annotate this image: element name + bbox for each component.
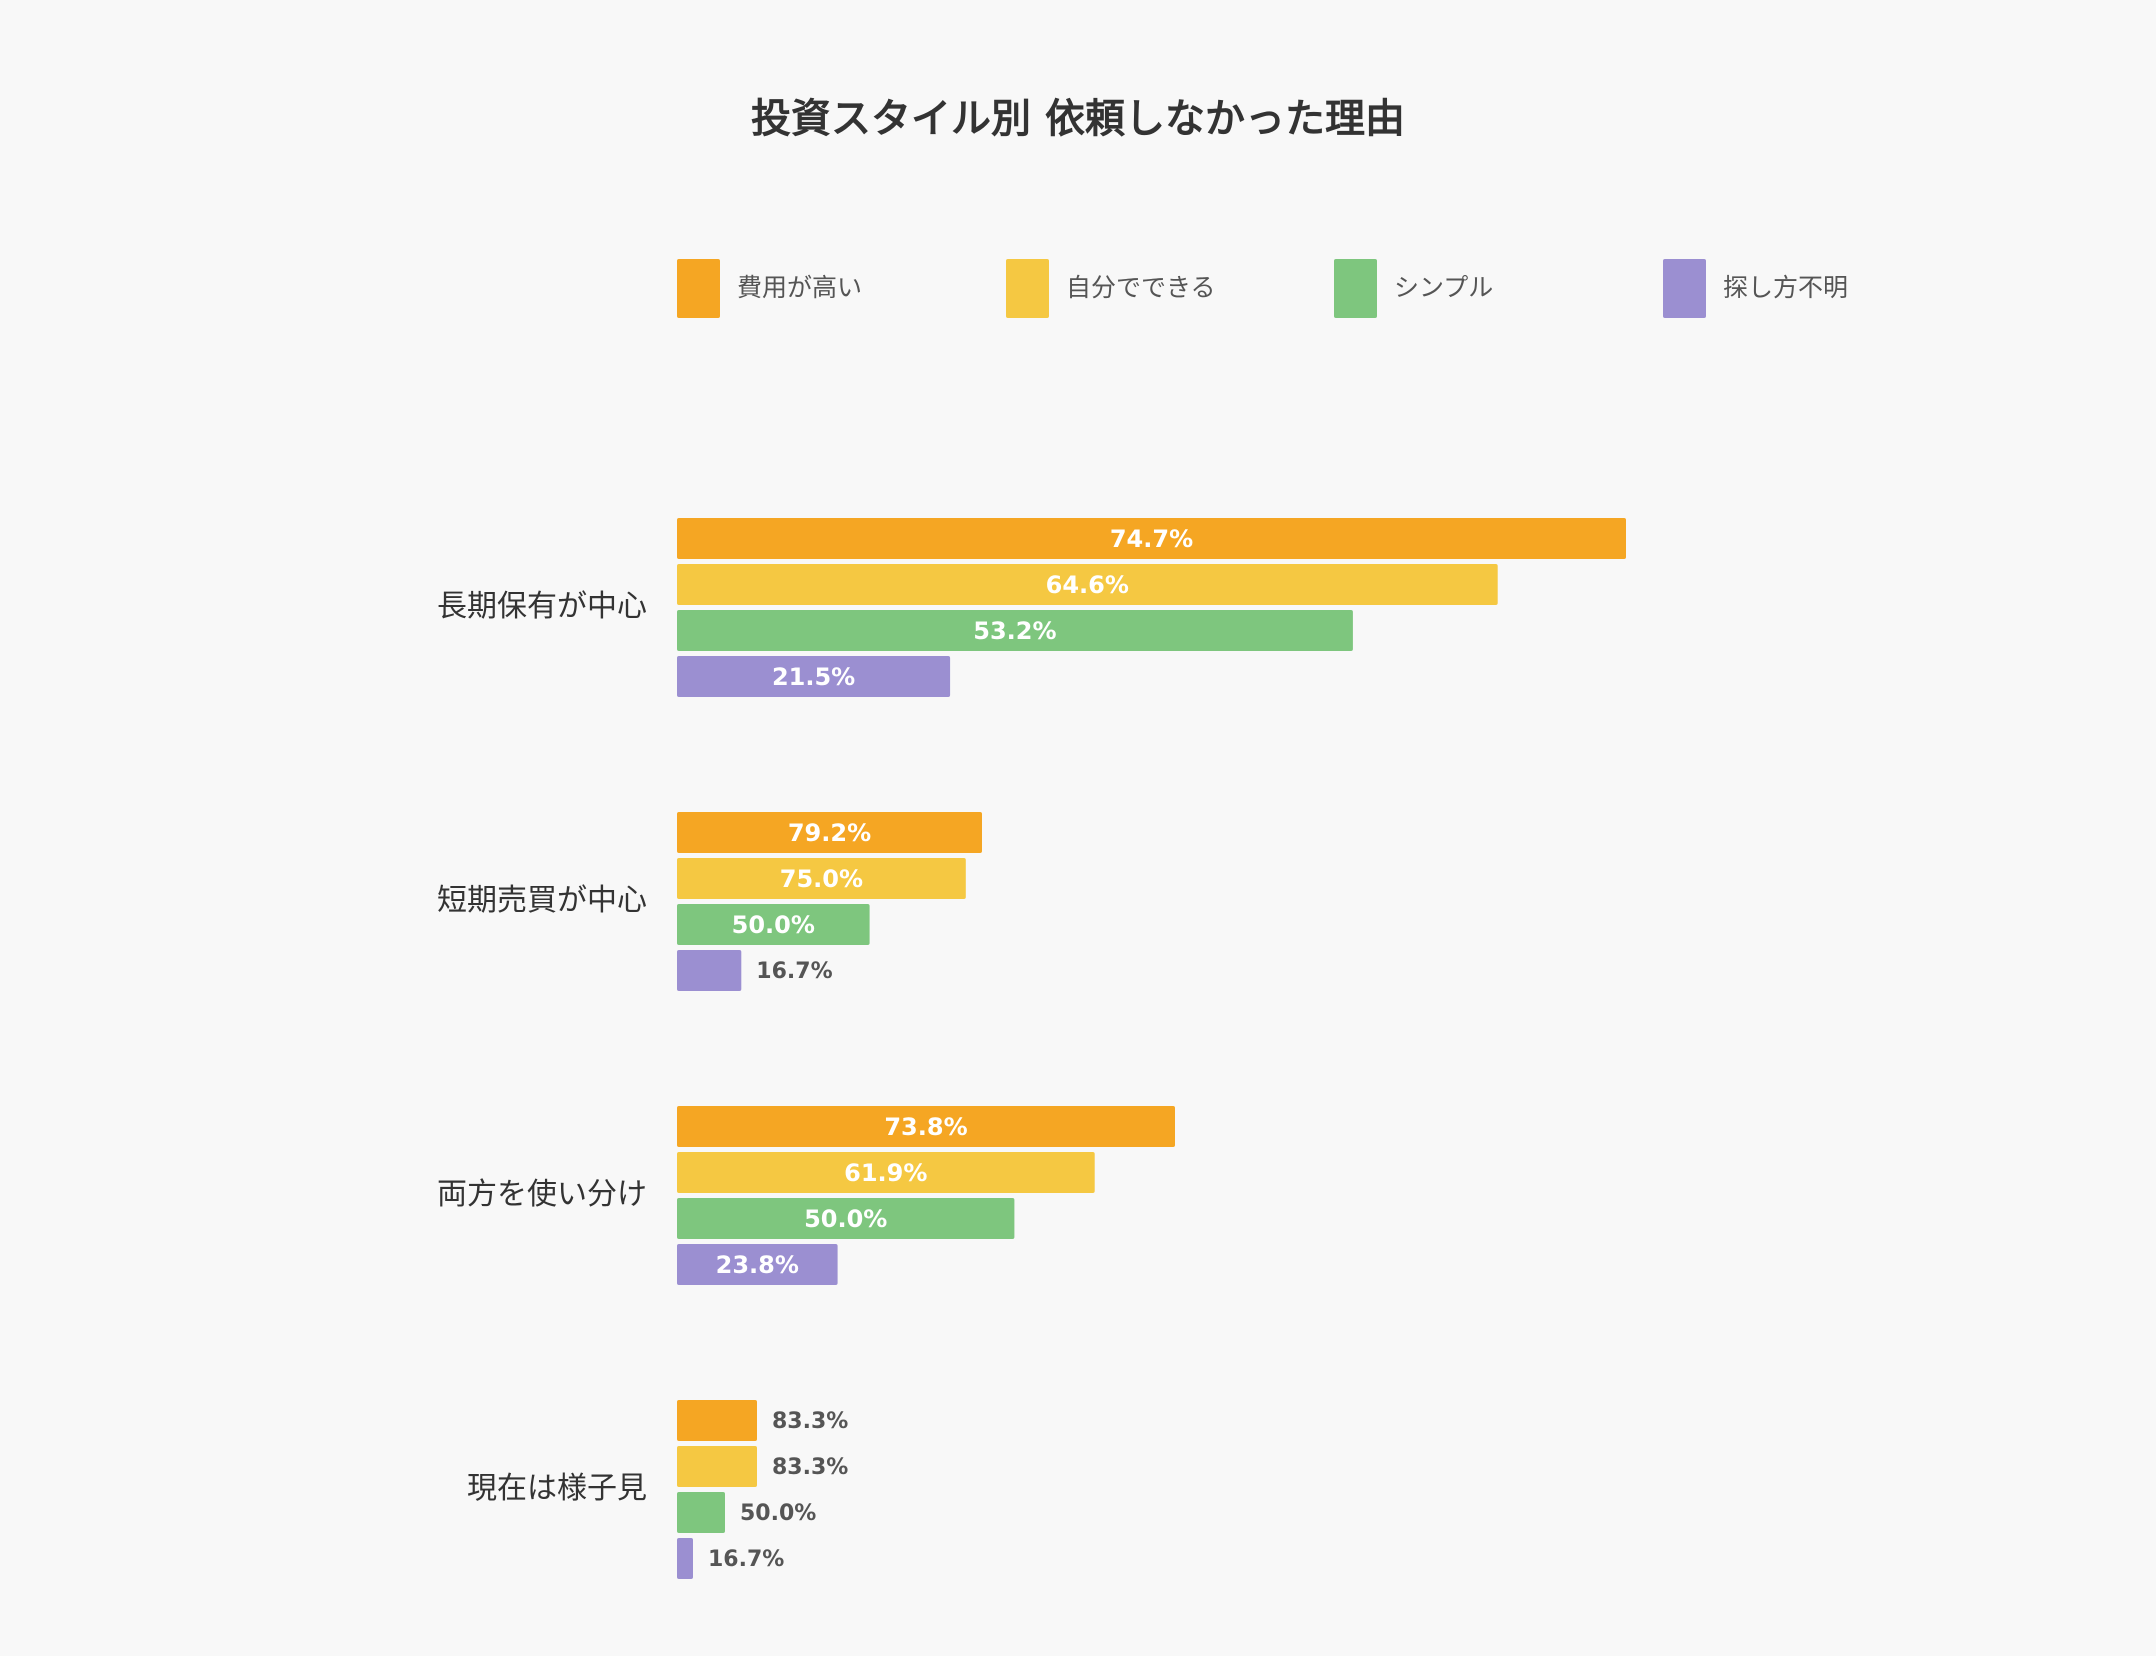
- bar: [677, 904, 870, 945]
- legend-item: シンプル: [1334, 259, 1493, 318]
- data-label: 50.0%: [804, 1205, 887, 1233]
- bar: [677, 1400, 757, 1441]
- chart-title: 投資スタイル別 依頼しなかった理由: [751, 96, 1405, 142]
- legend: 費用が高い 自分でできる シンプル 探し方不明: [677, 259, 1848, 318]
- legend-item: 費用が高い: [677, 259, 862, 318]
- data-label: 74.7%: [1110, 525, 1193, 553]
- bar: [677, 812, 982, 853]
- data-label: 79.2%: [788, 819, 871, 847]
- category-label: 短期売買が中心: [437, 883, 647, 918]
- legend-item: 探し方不明: [1663, 259, 1848, 318]
- bar: [677, 1244, 838, 1285]
- legend-swatch: [1006, 259, 1049, 318]
- category-label: 現在は様子見: [467, 1471, 647, 1506]
- bar: [677, 1538, 693, 1579]
- category-label: 長期保有が中心: [437, 589, 647, 624]
- bars: [677, 518, 1626, 1579]
- legend-swatch: [1663, 259, 1706, 318]
- legend-swatch: [1334, 259, 1377, 318]
- category-label: 両方を使い分け: [437, 1177, 647, 1212]
- data-label: 50.0%: [740, 1501, 816, 1526]
- data-label: 53.2%: [973, 617, 1056, 645]
- legend-item: 自分でできる: [1006, 259, 1216, 318]
- value-labels: 74.7% 64.6% 53.2% 21.5% 79.2% 75.0% 50.0% 16.7%…: [708, 525, 1193, 1572]
- bar: [677, 1152, 1095, 1193]
- data-label: 21.5%: [772, 663, 855, 691]
- data-label: 73.8%: [884, 1113, 967, 1141]
- legend-label: 費用が高い: [737, 273, 862, 302]
- data-label: 50.0%: [732, 911, 815, 939]
- bar: [677, 656, 951, 697]
- data-label: 16.7%: [756, 959, 832, 984]
- data-label: 16.7%: [708, 1547, 784, 1572]
- bar: [677, 610, 1353, 651]
- bar: [677, 858, 966, 899]
- bar: [677, 1446, 757, 1487]
- data-label: 75.0%: [780, 865, 863, 893]
- bar: [677, 1106, 1175, 1147]
- data-label: 64.6%: [1046, 571, 1129, 599]
- bar: [677, 564, 1498, 605]
- bar: [677, 1492, 725, 1533]
- legend-label: シンプル: [1394, 273, 1493, 302]
- bar: [677, 518, 1626, 559]
- bar: [677, 950, 742, 991]
- legend-label: 自分でできる: [1066, 273, 1216, 302]
- legend-swatch: [677, 259, 720, 318]
- data-label: 23.8%: [716, 1251, 799, 1279]
- bar: [677, 1198, 1015, 1239]
- legend-label: 探し方不明: [1723, 273, 1848, 302]
- data-label: 83.3%: [772, 1455, 848, 1480]
- data-label: 83.3%: [772, 1409, 848, 1434]
- data-label: 61.9%: [844, 1159, 927, 1187]
